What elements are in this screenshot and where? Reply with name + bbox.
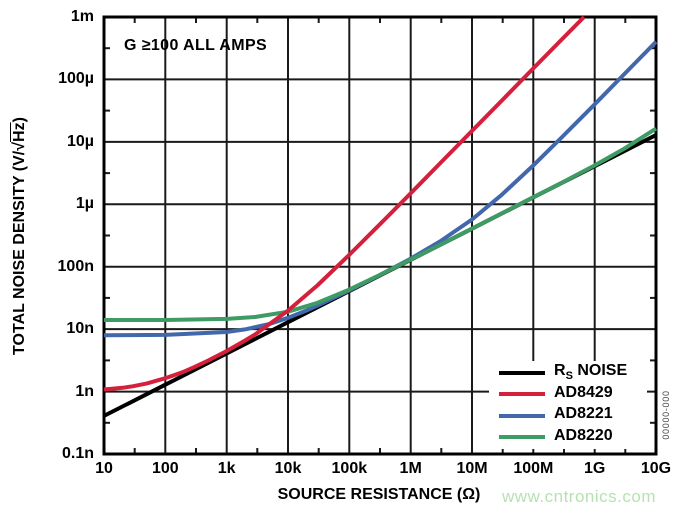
y-tick-label: 0.1n: [61, 445, 94, 462]
y-tick-label: 100n: [57, 257, 94, 275]
series-ad8221: [103, 40, 658, 338]
x-tick-label: 100k: [331, 460, 368, 477]
legend-item-ad8220: AD8220: [489, 426, 647, 447]
x-tick-label: 10G: [640, 460, 672, 477]
legend: RS NOISE AD8429 AD8221 AD8220: [489, 361, 647, 449]
legend-item-ad8221: AD8221: [489, 406, 647, 425]
x-tick-label: 10M: [456, 460, 488, 477]
x-axis-title: SOURCE RESISTANCE (Ω): [277, 486, 481, 503]
x-tick-label: 100M: [513, 460, 554, 477]
legend-swatch-ad8220: [499, 435, 545, 440]
x-tick-label: 1k: [217, 460, 236, 477]
legend-label-ad8221: AD8221: [554, 405, 613, 423]
y-tick-label: 1m: [70, 8, 94, 25]
watermark: www.cntronics.com: [502, 487, 656, 506]
y-tick-label: 1n: [75, 382, 94, 400]
x-tick-label: 10: [95, 460, 113, 477]
x-tick-label: 10k: [274, 460, 302, 477]
y-tick-label: 100µ: [58, 70, 94, 88]
series-ad8220: [104, 126, 658, 322]
y-tick-label: 10n: [66, 320, 94, 338]
y-tick-label: 1µ: [75, 195, 94, 213]
legend-swatch-rs-noise: [499, 370, 545, 375]
gain-annotation: G ≥100 ALL AMPS: [124, 37, 268, 54]
figure-number: 00000-000: [661, 390, 671, 440]
legend-item-ad8429: AD8429: [489, 383, 647, 404]
legend-label-ad8429: AD8429: [554, 383, 613, 401]
y-axis-tick-labels: 1m 100µ 10µ 1µ 100n 10n 1n 0.1n: [0, 0, 96, 517]
legend-swatch-ad8221: [499, 413, 545, 418]
y-tick-label: 10µ: [66, 132, 94, 150]
x-axis-tick-labels: 10 100 1k 10k 100k 1M 10M 100M 1G 10G: [0, 460, 688, 482]
plot-border: [102, 15, 658, 456]
legend-label-rs-noise: RS NOISE: [554, 362, 628, 383]
x-tick-label: 1G: [583, 460, 606, 477]
x-tick-label: 1M: [399, 460, 422, 477]
legend-label-ad8220: AD8220: [554, 426, 613, 444]
y-axis-title: TOTAL NOISE DENSITY (V/√Hz): [11, 117, 28, 355]
series-ad8429: [103, 15, 586, 392]
legend-item-rs-noise: RS NOISE: [489, 363, 647, 382]
legend-swatch-ad8429: [499, 392, 545, 397]
x-tick-label: 100: [151, 460, 179, 477]
